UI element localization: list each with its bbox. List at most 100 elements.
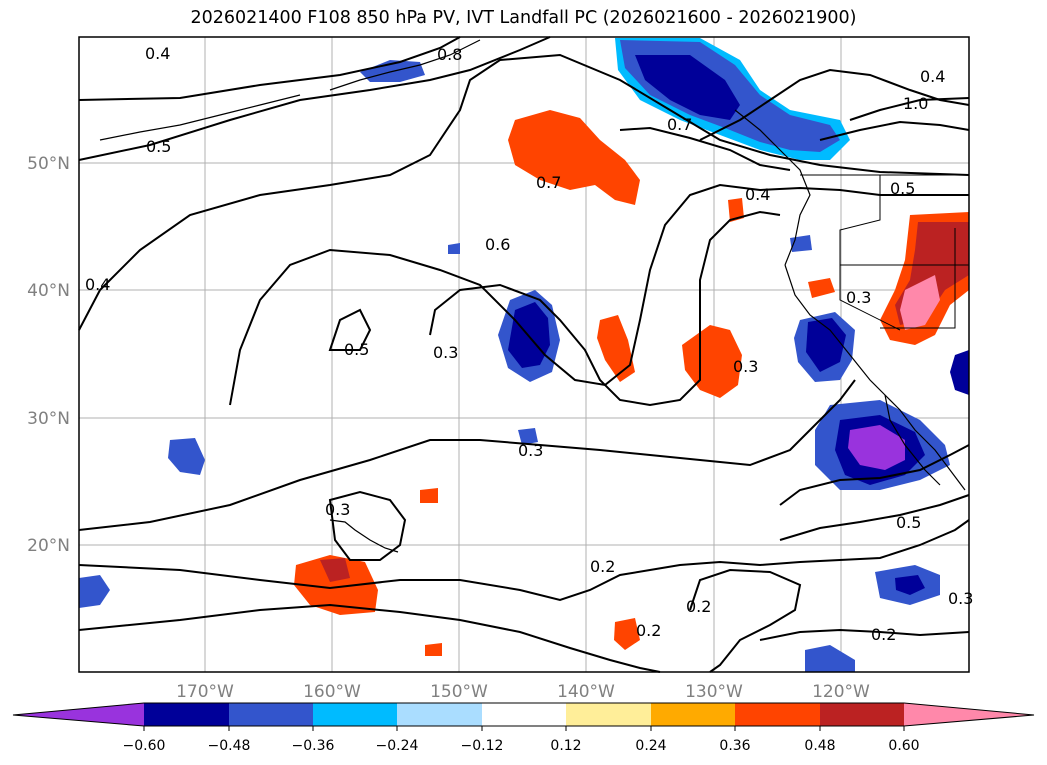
- contour-label: 0.5: [890, 179, 915, 198]
- border-state-a: [839, 175, 969, 266]
- contour-label: 0.3: [518, 441, 543, 460]
- contour-11: [689, 568, 802, 673]
- contour-5: [328, 308, 372, 351]
- contour-7: [78, 379, 856, 531]
- contour-10: [78, 603, 661, 673]
- map-title: 2026021400 F108 850 hPa PV, IVT Landfall…: [190, 8, 857, 28]
- neg-region-east-edge: [950, 350, 969, 395]
- contour-label: 0.4: [920, 67, 945, 86]
- contour-label: 0.2: [686, 597, 711, 616]
- colorbar-segment: [651, 703, 735, 726]
- contour-label: 0.3: [325, 500, 350, 519]
- colorbar-tick-label: 0.60: [888, 738, 919, 754]
- colorbar-segment: [313, 703, 397, 726]
- lon-tick-label: 130°W: [685, 682, 743, 702]
- colorbar-tick-label: −0.60: [123, 738, 166, 754]
- colorbar-segment: [904, 703, 1034, 726]
- pos-region-interior-core: [900, 275, 940, 330]
- contour-13: [779, 494, 970, 541]
- contour-6: [429, 210, 781, 407]
- contour-label: 0.6: [485, 235, 510, 254]
- contour-1: [78, 36, 461, 101]
- contour-label: 1.0: [903, 94, 928, 113]
- colorbar-tick-label: −0.48: [208, 738, 251, 754]
- contour-12: [779, 444, 970, 506]
- pos-region-north-central: [508, 110, 640, 205]
- contour-label: 0.5: [896, 513, 921, 532]
- lat-tick-labels: 50°N 40°N 30°N 20°N: [27, 154, 70, 556]
- contour-label: 0.3: [733, 357, 758, 376]
- colorbar-tick-label: −0.36: [292, 738, 335, 754]
- border-state-c: [839, 265, 901, 331]
- lon-tick-label: 120°W: [812, 682, 870, 702]
- plot-area: [78, 36, 970, 673]
- pos-region-hawaii-core: [320, 558, 350, 582]
- lon-tick-label: 150°W: [430, 682, 488, 702]
- pos-region-small-west: [808, 278, 835, 298]
- contour-8: [78, 519, 970, 602]
- contour-label: 0.7: [667, 115, 692, 134]
- contour-17: [849, 97, 970, 121]
- contour-labels: 0.4 0.8 1.0 0.5 0.5 0.7 0.7 0.4 0.5 0.6 …: [85, 44, 973, 644]
- coastline-bc: [734, 109, 811, 266]
- contour-label: 0.2: [871, 625, 896, 644]
- contour-label: 0.2: [590, 557, 615, 576]
- colorbar-segment: [229, 703, 313, 726]
- contour-label: 0.3: [433, 343, 458, 362]
- colorbar-tick-label: 0.36: [719, 738, 750, 754]
- lon-tick-label: 170°W: [176, 682, 234, 702]
- pos-region-hawaii: [294, 555, 378, 615]
- colorbar-tick-label: 0.12: [550, 738, 581, 754]
- coastline-aleutians: [99, 94, 301, 141]
- neg-region-gulf-alaska-core: [635, 55, 740, 120]
- contour-label: 0.3: [948, 589, 973, 608]
- lat-tick-label: 40°N: [27, 281, 70, 301]
- map-frame: [78, 36, 970, 673]
- pos-region-small-north: [728, 198, 744, 222]
- contour-label: 0.2: [636, 621, 661, 640]
- coastline-west-coast: [784, 264, 966, 491]
- contour-3: [78, 53, 970, 331]
- colorbar-segment: [13, 703, 144, 726]
- contour-label: 0.7: [536, 173, 561, 192]
- pos-region-small-ss: [425, 643, 442, 656]
- contour-9: [328, 490, 407, 561]
- colorbar-segment: [144, 703, 229, 726]
- lon-tick-labels: 170°W 160°W 150°W 140°W 130°W 120°W: [176, 682, 870, 702]
- neg-region-southeast-core: [895, 575, 925, 595]
- neg-region-hawaii-west: [168, 438, 205, 475]
- neg-region-california-core: [806, 318, 846, 372]
- contour-15: [619, 126, 791, 171]
- contour-label: 0.5: [344, 340, 369, 359]
- contour-label: 0.3: [846, 288, 871, 307]
- coastline-baja: [884, 394, 941, 486]
- contour-label: 0.4: [745, 185, 770, 204]
- contour-2: [78, 36, 551, 161]
- colorbar-tick-label: 0.48: [804, 738, 835, 754]
- neg-region-baja-core: [848, 425, 905, 470]
- colorbar-segment: [735, 703, 820, 726]
- contour-16: [699, 68, 970, 141]
- neg-region-far-west: [79, 575, 110, 608]
- colorbar-segment: [566, 703, 651, 726]
- pos-region-small-sw: [420, 488, 438, 503]
- neg-region-south: [805, 645, 855, 672]
- colorbar: −0.60 −0.48 −0.36 −0.24 −0.12 0.12 0.24 …: [12, 702, 1035, 754]
- neg-region-small-b: [448, 243, 460, 254]
- pos-region-mid-a: [597, 315, 635, 382]
- contour-label: 0.4: [145, 44, 170, 63]
- colorbar-tick-label: −0.12: [461, 738, 504, 754]
- colorbar-ticks: [143, 726, 905, 731]
- contour-lines: [78, 36, 970, 673]
- coastlines: [99, 39, 966, 553]
- lat-tick-label: 50°N: [27, 154, 70, 174]
- lat-tick-label: 30°N: [27, 409, 70, 429]
- colorbar-segment: [397, 703, 482, 726]
- lon-tick-label: 160°W: [303, 682, 361, 702]
- contour-18: [819, 120, 970, 141]
- colorbar-segment: [820, 703, 904, 726]
- neg-region-small-a: [518, 428, 538, 445]
- lon-tick-label: 140°W: [557, 682, 615, 702]
- coastline-alaska: [329, 39, 481, 91]
